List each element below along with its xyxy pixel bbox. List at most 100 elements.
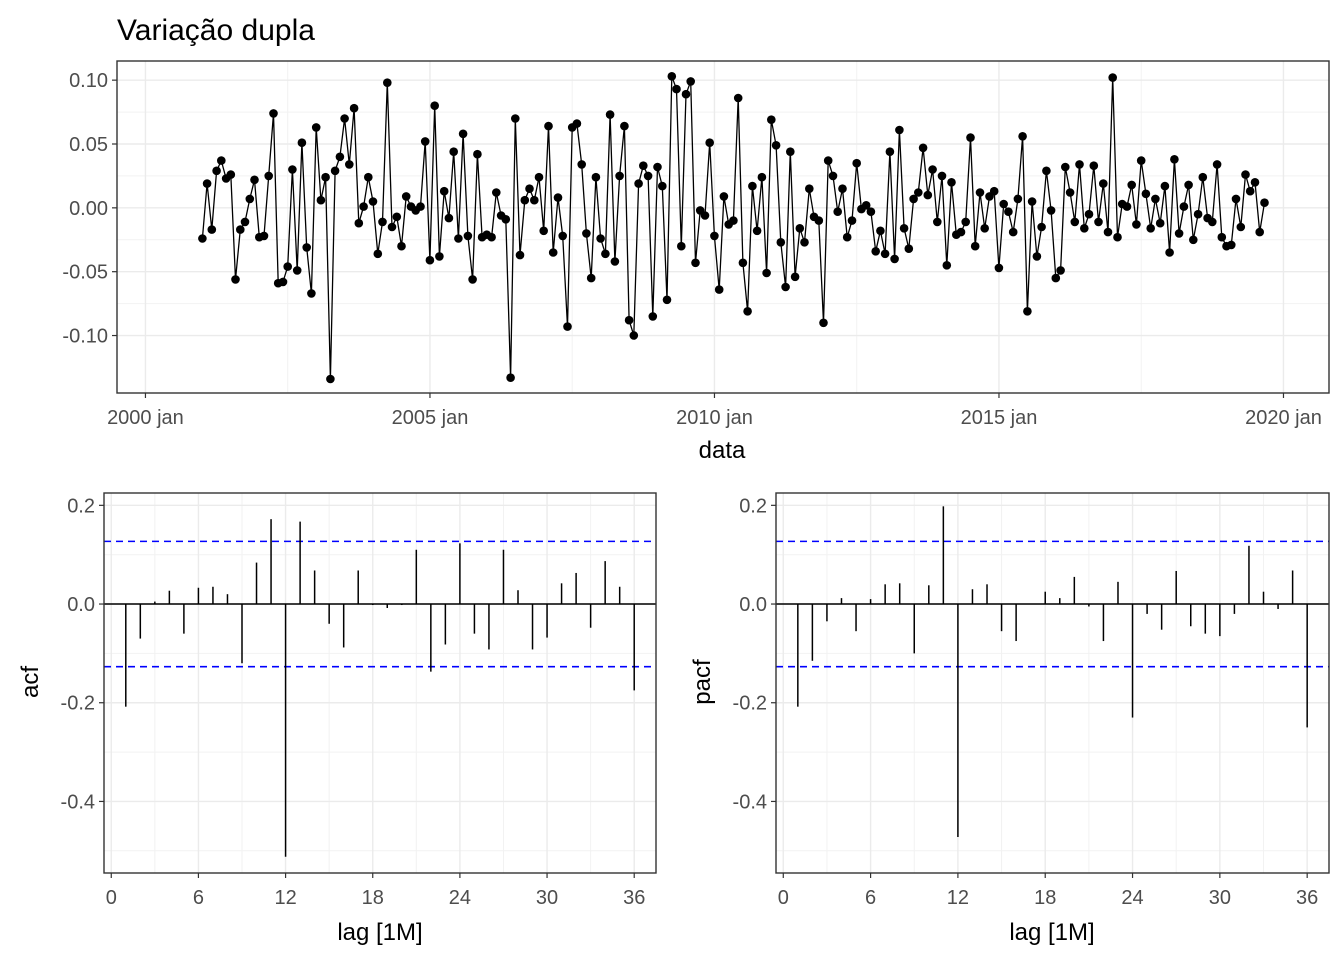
data-point xyxy=(207,225,217,234)
data-point xyxy=(1113,232,1122,242)
acf-axes: 0 6 12 18 24 30 36 0.2 0.0 -0.2 -0.4 xyxy=(61,492,657,909)
data-point xyxy=(572,119,582,128)
data-point xyxy=(899,224,909,233)
data-point xyxy=(1174,229,1184,238)
data-point xyxy=(283,262,293,271)
data-point xyxy=(771,141,781,150)
acf-marks xyxy=(104,519,656,857)
pacf-x-tick-label: 30 xyxy=(1209,887,1231,909)
data-point xyxy=(1241,170,1250,179)
pacf-marks xyxy=(776,506,1329,837)
data-point xyxy=(1042,166,1051,176)
data-point xyxy=(354,218,364,228)
data-point xyxy=(264,171,274,181)
data-point xyxy=(729,216,738,225)
data-point xyxy=(909,194,918,204)
data-point xyxy=(838,184,847,193)
data-point xyxy=(506,373,515,383)
data-point xyxy=(1179,202,1189,211)
y-tick-label: 0.05 xyxy=(69,134,108,156)
acf-panel-border xyxy=(103,492,657,874)
data-point xyxy=(1032,252,1042,261)
data-point xyxy=(714,285,724,294)
data-point xyxy=(340,114,349,123)
main-chart-title: Variação dupla xyxy=(117,14,315,47)
data-point xyxy=(307,289,316,298)
data-point xyxy=(847,216,857,225)
data-point xyxy=(278,277,288,287)
data-point xyxy=(705,138,714,147)
acf-y-tick-label: 0.0 xyxy=(67,594,95,616)
data-point xyxy=(1051,273,1061,283)
data-point xyxy=(1250,178,1260,187)
data-point xyxy=(743,307,752,316)
data-point xyxy=(1080,224,1089,233)
data-point xyxy=(1013,194,1023,204)
acf-x-tick-label: 6 xyxy=(193,887,204,909)
data-point xyxy=(823,156,833,165)
data-point xyxy=(525,184,534,193)
data-point xyxy=(842,232,852,242)
data-point xyxy=(691,258,700,268)
acf-y-tick-label: -0.2 xyxy=(61,693,95,715)
data-point xyxy=(643,171,653,181)
data-point xyxy=(330,166,340,176)
data-point xyxy=(591,172,601,182)
data-point xyxy=(1075,160,1084,169)
data-point xyxy=(1189,235,1198,245)
data-point xyxy=(866,207,876,216)
data-point xyxy=(871,247,880,256)
data-point xyxy=(1260,198,1269,207)
data-point xyxy=(202,179,212,188)
data-point xyxy=(980,224,989,233)
data-point xyxy=(928,165,937,174)
data-point xyxy=(212,166,221,176)
data-point xyxy=(1184,180,1193,190)
data-point xyxy=(387,222,397,232)
x-tick-label: 2005 jan xyxy=(392,407,469,429)
data-point xyxy=(1231,194,1241,204)
data-point xyxy=(601,249,610,259)
data-point xyxy=(852,158,861,168)
data-point xyxy=(814,216,824,225)
data-point xyxy=(439,186,449,196)
pacf-x-tick-label: 18 xyxy=(1034,887,1056,909)
data-point xyxy=(454,234,463,243)
data-point xyxy=(458,129,468,139)
data-point xyxy=(1065,188,1075,197)
data-point xyxy=(586,273,596,283)
data-point xyxy=(757,172,767,182)
acf-x-axis-title: lag [1M] xyxy=(337,919,422,946)
data-point xyxy=(681,89,691,99)
data-point xyxy=(311,123,321,132)
pacf-x-tick-label: 12 xyxy=(947,887,969,909)
acf-y-tick-label: 0.2 xyxy=(67,495,95,517)
data-point xyxy=(876,226,885,236)
acf-gridlines xyxy=(104,493,656,873)
data-point xyxy=(800,238,809,247)
data-point xyxy=(463,231,473,241)
data-point xyxy=(326,374,335,384)
data-point xyxy=(250,175,259,185)
acf-x-tick-label: 30 xyxy=(536,887,558,909)
data-point xyxy=(890,254,899,264)
data-point xyxy=(378,217,387,227)
data-point xyxy=(373,249,383,259)
data-point xyxy=(966,133,975,142)
data-point xyxy=(383,78,392,87)
acf-x-tick-label: 18 xyxy=(362,887,384,909)
data-point xyxy=(629,331,639,340)
data-point xyxy=(1198,172,1208,182)
data-point xyxy=(994,263,1004,273)
data-point xyxy=(236,225,245,234)
pacf-x-tick-label: 0 xyxy=(778,887,789,909)
data-point xyxy=(1212,160,1222,169)
data-point xyxy=(885,147,895,156)
data-point xyxy=(292,266,302,275)
data-point xyxy=(1084,209,1094,219)
data-point xyxy=(1004,207,1013,216)
pacf-panel-border xyxy=(775,492,1330,874)
data-point xyxy=(416,202,425,211)
data-point xyxy=(1008,227,1018,237)
data-point xyxy=(1141,189,1151,199)
